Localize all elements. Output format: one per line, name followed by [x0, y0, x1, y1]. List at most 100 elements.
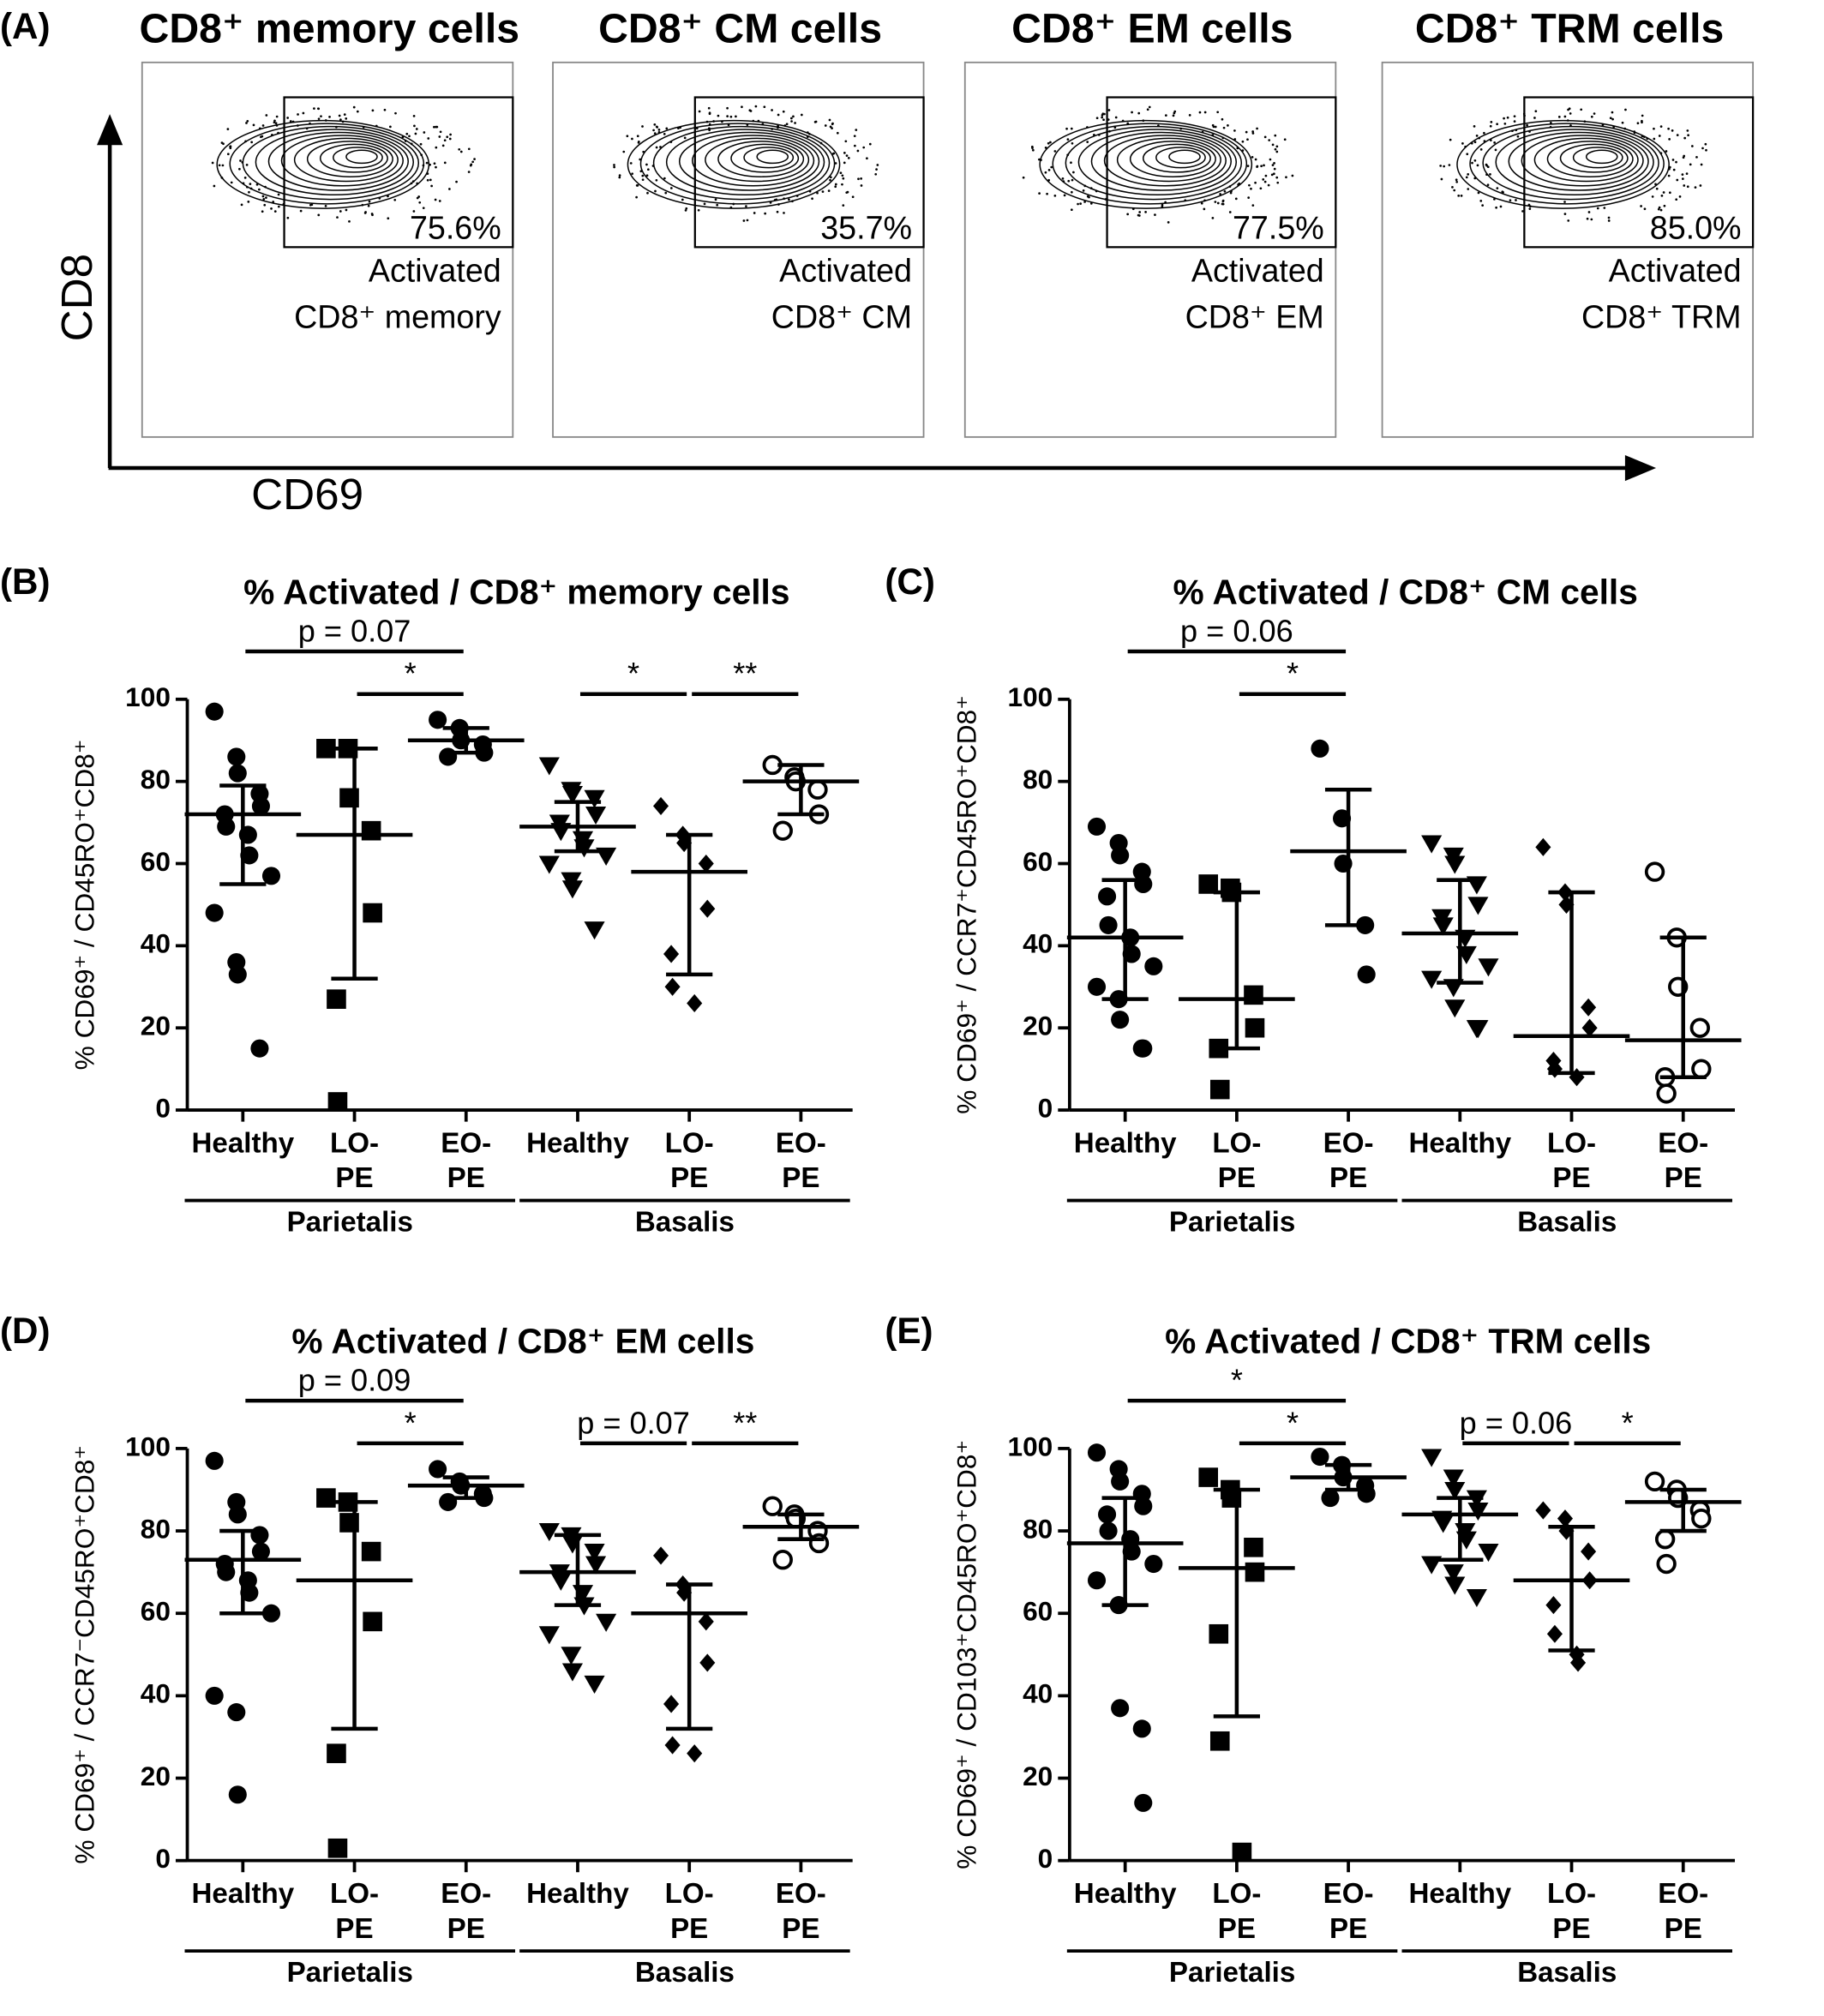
event-dot: [618, 176, 621, 179]
contour: [1508, 131, 1649, 191]
event-dot: [1705, 148, 1707, 152]
x-tick-label: PE: [1665, 1162, 1702, 1194]
data-point: [538, 1626, 560, 1645]
data-point: [1443, 1564, 1464, 1583]
event-dot: [275, 115, 279, 118]
x-axis-label: CD69: [251, 470, 363, 519]
event-dot: [1070, 208, 1073, 212]
data-point: [1478, 958, 1499, 977]
event-dot: [1053, 194, 1057, 197]
event-dot: [245, 164, 249, 166]
significance-label: p = 0.06: [1180, 613, 1293, 648]
panel-label: (E): [885, 1311, 933, 1351]
data-point: [664, 977, 681, 996]
data-point: [687, 1744, 703, 1763]
event-dot: [629, 162, 633, 165]
event-dot: [211, 161, 214, 165]
x-tick-label: EO-: [1658, 1878, 1708, 1910]
data-point: [772, 1550, 793, 1570]
x-tick-label: PE: [1329, 1162, 1367, 1194]
event-dot: [469, 164, 472, 167]
event-dot: [433, 125, 435, 129]
chart-title: % Activated / CD8⁺ EM cells: [291, 1322, 754, 1361]
contour: [1039, 119, 1253, 209]
data-point: [1421, 1449, 1443, 1467]
data-point: [1581, 1542, 1597, 1561]
event-dot: [1251, 130, 1255, 133]
event-dot: [1624, 108, 1627, 111]
data-point: [1691, 1059, 1712, 1079]
event-dot: [265, 196, 267, 200]
data-point: [1245, 1562, 1265, 1582]
event-dot: [1227, 124, 1229, 127]
contour: [345, 149, 378, 165]
gate-label: CD8⁺ memory: [294, 299, 501, 335]
event-dot: [1070, 161, 1072, 165]
event-dot: [438, 200, 441, 202]
data-point: [1546, 1624, 1563, 1643]
data-point: [327, 1092, 348, 1112]
event-dot: [1653, 127, 1655, 130]
x-tick-label: PE: [1218, 1162, 1256, 1194]
contour: [1155, 147, 1206, 169]
event-dot: [1662, 191, 1665, 194]
event-dot: [1219, 193, 1221, 195]
y-tick-label: 60: [141, 1596, 171, 1627]
event-dot: [299, 209, 303, 213]
event-dot: [1611, 111, 1614, 114]
significance-label: p = 0.09: [298, 1363, 411, 1398]
event-dot: [239, 159, 242, 162]
data-point: [1087, 1443, 1107, 1462]
event-dot: [697, 208, 700, 212]
event-dot: [309, 203, 312, 207]
event-dot: [1611, 117, 1614, 121]
event-dot: [1203, 207, 1206, 211]
y-tick-label: 20: [1023, 1011, 1053, 1041]
event-dot: [1071, 190, 1073, 194]
data-point: [663, 1695, 680, 1713]
gate-percent: 85.0%: [1650, 210, 1742, 246]
significance-label: *: [405, 656, 417, 691]
x-tick-label: PE: [1552, 1913, 1590, 1945]
data-point: [1111, 1699, 1130, 1718]
event-dot: [1689, 163, 1692, 166]
event-dot: [669, 187, 673, 189]
data-point: [439, 1492, 458, 1511]
event-dot: [876, 164, 879, 166]
event-dot: [246, 119, 249, 123]
event-dot: [435, 165, 437, 169]
y-tick-label: 100: [125, 1431, 171, 1461]
section-label: Basalis: [635, 1206, 735, 1238]
event-dot: [448, 188, 451, 190]
event-dot: [1251, 132, 1255, 135]
event-dot: [1457, 194, 1461, 197]
event-dot: [664, 191, 668, 195]
event-dot: [1071, 141, 1074, 145]
event-dot: [652, 129, 655, 132]
event-dot: [841, 174, 844, 177]
contour: [216, 119, 430, 209]
data-point: [1098, 887, 1117, 906]
data-point: [217, 817, 236, 836]
event-dot: [439, 130, 442, 134]
event-dot: [1254, 181, 1257, 184]
event-dot: [1563, 115, 1567, 118]
event-dot: [1241, 140, 1245, 143]
gate-label: Activated: [369, 252, 501, 288]
event-dot: [1221, 117, 1224, 121]
event-dot: [1256, 165, 1258, 168]
event-dot: [1641, 114, 1644, 117]
event-dot: [1276, 181, 1280, 184]
contour: [717, 141, 805, 177]
event-dot: [412, 114, 416, 117]
event-dot: [1273, 162, 1275, 165]
event-dot: [1167, 221, 1170, 224]
event-dot: [443, 139, 447, 142]
data-point: [1144, 957, 1163, 975]
event-dot: [665, 127, 669, 130]
plot-frame: [963, 61, 1337, 438]
event-dot: [1107, 109, 1111, 111]
event-dot: [1263, 164, 1265, 167]
data-point: [1421, 970, 1443, 989]
